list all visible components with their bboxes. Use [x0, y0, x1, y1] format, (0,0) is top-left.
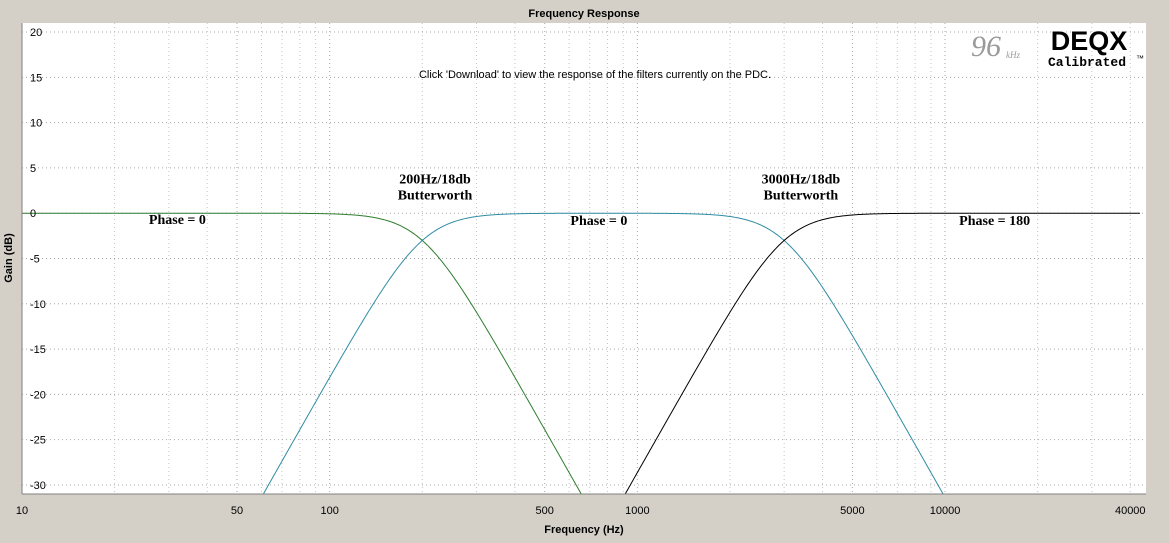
highpass-curve	[624, 212, 1140, 494]
chart-annotation: Phase = 180	[959, 214, 1030, 229]
bandpass-curve	[262, 212, 944, 494]
annotations: 200Hz/18dbButterworth3000Hz/18dbButterwo…	[149, 172, 1030, 229]
y-tick-label: 15	[30, 72, 42, 84]
chart-annotation: 200Hz/18db	[399, 172, 471, 187]
y-tick-label: -15	[30, 344, 46, 356]
gridlines	[22, 23, 1146, 494]
logo-product: DEQX	[1051, 26, 1128, 56]
logo-tagline: Calibrated	[1048, 55, 1126, 70]
x-tick-label: 5000	[840, 505, 864, 517]
x-tick-label: 50	[231, 505, 243, 517]
x-tick-label: 500	[536, 505, 554, 517]
logo-trademark: ™	[1136, 54, 1144, 63]
y-tick-label: 5	[30, 163, 36, 175]
lowpass-curve	[22, 212, 582, 494]
series-layer	[22, 212, 1140, 494]
chart-annotation: 3000Hz/18db	[762, 172, 841, 187]
x-tick-label: 10	[16, 505, 28, 517]
y-tick-label: 0	[30, 208, 36, 220]
x-tick-label: 100	[320, 505, 338, 517]
deqx-logo: 96 kHz DEQX Calibrated ™	[971, 26, 1144, 70]
chart-annotation: Butterworth	[398, 188, 473, 203]
chart-annotation: Phase = 0	[570, 214, 627, 229]
x-tick-label: 1000	[625, 505, 649, 517]
download-notice: Click 'Download' to view the response of…	[419, 69, 771, 81]
y-tick-label: -5	[30, 254, 40, 266]
x-tick-labels: 10 50 100 500 1000 5000 10000 40000	[16, 505, 1146, 517]
y-tick-label: 10	[30, 118, 42, 130]
window-title: Frequency Response	[528, 8, 639, 20]
y-tick-label: -25	[30, 435, 46, 447]
chart-annotation: Butterworth	[764, 188, 839, 203]
y-axis-label: Gain (dB)	[3, 233, 15, 283]
logo-rate-unit: kHz	[1006, 50, 1020, 60]
y-tick-label: -30	[30, 480, 46, 492]
logo-rate: 96	[971, 30, 1001, 63]
y-tick-labels: 20 15 10 5 0 -5 -10 -15 -20 -25 -30	[30, 27, 46, 492]
y-tick-label: 20	[30, 27, 42, 39]
y-tick-label: -20	[30, 389, 46, 401]
x-tick-label: 40000	[1115, 505, 1146, 517]
y-tick-label: -10	[30, 299, 46, 311]
x-tick-label: 10000	[930, 505, 961, 517]
x-axis-label: Frequency (Hz)	[544, 524, 624, 536]
chart-annotation: Phase = 0	[149, 213, 206, 228]
